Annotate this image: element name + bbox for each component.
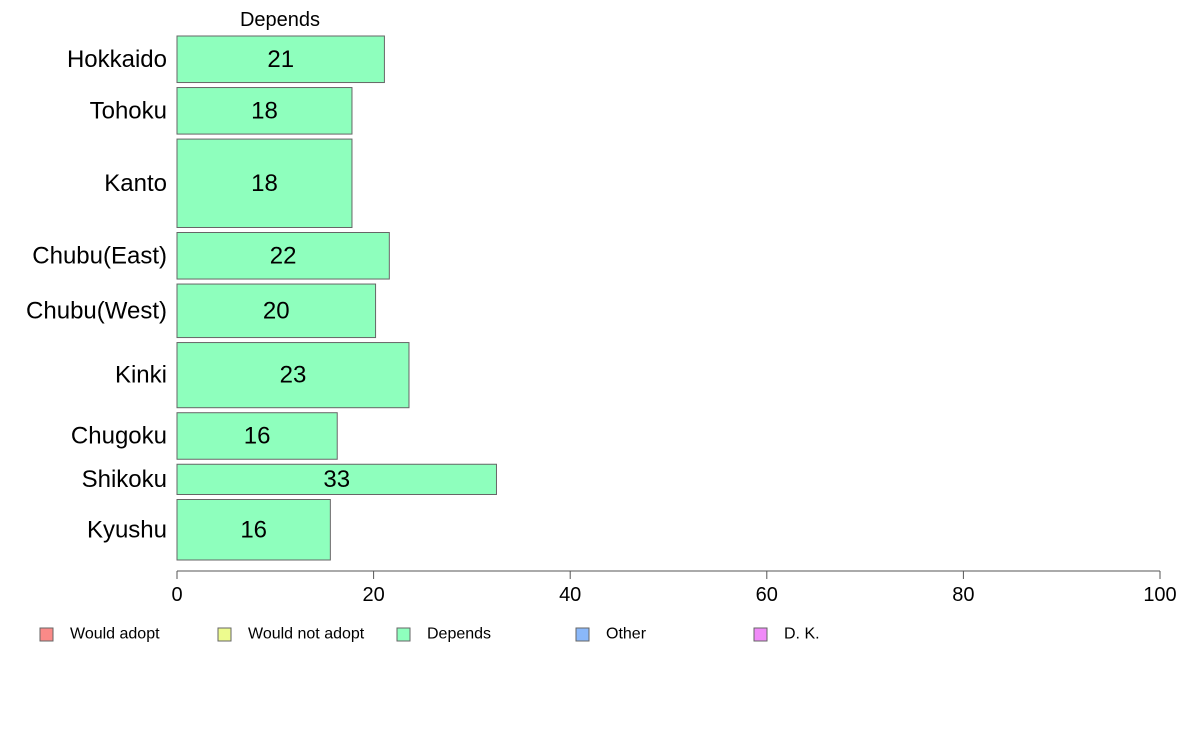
- panel-title: Depends: [240, 9, 320, 31]
- category-label: Chugoku: [71, 422, 167, 449]
- legend-swatch: [217, 627, 232, 642]
- bar-value-label: 22: [270, 242, 297, 269]
- bar-value-label: 16: [240, 516, 267, 543]
- x-tick-label: 100: [1143, 584, 1176, 606]
- legend-label: Depends: [427, 626, 491, 643]
- bar-value-label: 23: [280, 362, 307, 389]
- legend-swatch: [396, 627, 411, 642]
- category-label: Chubu(East): [32, 242, 167, 269]
- bar-kyushu: [176, 499, 331, 561]
- legend: Would adopt Would not adopt Depends Other D.…: [39, 626, 820, 643]
- bar-kinki: [176, 342, 410, 409]
- x-tick-label: 80: [952, 584, 974, 606]
- legend-swatch: [39, 627, 54, 642]
- bar-chubu-west: [176, 283, 377, 339]
- bar-value-label: 20: [263, 297, 290, 324]
- bar-value-label: 18: [251, 170, 278, 197]
- bar-shikoku: [176, 463, 497, 495]
- bar-tohoku: [176, 87, 353, 135]
- bars-group: Hokkaido 21 Tohoku 18 Kanto 18 Chubu(East) 22 Ch…: [26, 35, 497, 561]
- x-axis: 0 20 40 60 80 100: [171, 570, 1177, 606]
- legend-label: Other: [606, 626, 647, 643]
- bar-value-label: 16: [244, 422, 271, 449]
- bar-value-label: 18: [251, 97, 278, 124]
- legend-swatch: [753, 627, 768, 642]
- x-tick-label: 40: [559, 584, 581, 606]
- legend-label: Would not adopt: [248, 626, 365, 643]
- category-label: Tohoku: [90, 97, 167, 124]
- legend-label: Would adopt: [70, 626, 160, 643]
- bar-chubu-east: [176, 232, 390, 280]
- legend-label: D. K.: [784, 626, 820, 643]
- bar-kanto: [176, 138, 353, 228]
- category-label: Hokkaido: [67, 46, 167, 73]
- category-label: Kyushu: [87, 516, 167, 543]
- x-tick-label: 60: [756, 584, 778, 606]
- category-label: Kinki: [115, 362, 167, 389]
- bar-value-label: 33: [323, 466, 350, 493]
- category-label: Shikoku: [82, 466, 167, 493]
- bar-hokkaido: [176, 35, 385, 84]
- x-tick-label: 0: [171, 584, 182, 606]
- category-label: Chubu(West): [26, 297, 167, 324]
- bar-chugoku: [176, 412, 338, 460]
- category-label: Kanto: [104, 170, 167, 197]
- bar-value-label: 21: [267, 46, 294, 73]
- x-tick-label: 20: [362, 584, 384, 606]
- legend-swatch: [575, 627, 590, 642]
